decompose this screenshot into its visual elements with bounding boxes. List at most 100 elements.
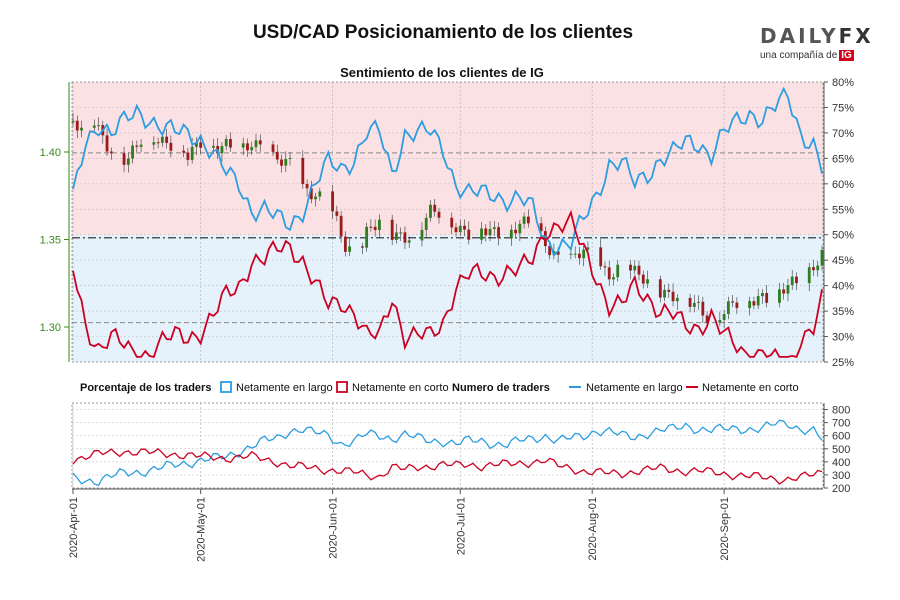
candle-body [75,120,79,131]
candle-body [186,152,190,160]
candle-body [429,204,432,218]
candle-body [646,279,649,284]
candle-body [280,159,283,166]
candle-body [539,223,543,232]
candle-body [407,240,411,243]
candle-body [301,158,305,185]
legend-num-short: Netamente en corto [702,382,799,394]
candle-body [390,219,394,240]
candle-body [761,292,764,297]
candle-body [467,229,471,240]
candle-body [314,196,317,200]
candle-body [637,265,641,275]
ig-badge: IG [839,50,854,61]
price-tick-label: 1.35 [40,235,61,247]
net-short-count-line [72,447,823,485]
candle-body [360,246,364,248]
candle-body [254,140,258,148]
candle-body [224,139,228,147]
pct-tick-label: 60% [832,179,854,191]
candle-body [126,158,130,165]
candle-body [663,289,666,298]
candle-body [331,191,334,212]
candle-body [573,253,577,255]
candle-body [629,264,632,271]
candle-body [373,226,377,231]
candle-body [229,139,232,148]
candle-body [169,142,173,151]
candle-body [752,301,756,306]
pct-tick-label: 70% [832,128,854,140]
candle-body [675,297,679,302]
count-tick-label: 300 [832,470,850,482]
candle-body [250,147,254,151]
candle-body [395,232,398,240]
candle-body [420,229,424,241]
candle-body [212,145,215,148]
candle-body [782,289,786,294]
count-tick-label: 500 [832,444,850,456]
date-axis: 2020-Apr-01 2020-May-01 2020-Jun-01 2020-Ju… [68,488,823,562]
logo-brand-b: FX [838,24,874,48]
pct-tick-label: 65% [832,153,854,165]
candle-body [258,140,262,145]
date-tick-label: 2020-Jul-01 [455,497,467,555]
candle-body [92,125,96,128]
candle-body [633,265,637,271]
candle-body [658,279,662,298]
candle-body [403,232,407,243]
candle-body [735,302,739,309]
date-tick-label: 2020-Apr-01 [68,497,80,558]
candle-body [778,289,781,303]
reference-lines [72,152,823,324]
candle-body [139,144,143,147]
candle-body [599,247,603,267]
candle-body [122,153,126,165]
candle-body [369,226,373,228]
legend-pct-short-swatch [336,381,348,393]
legend-num-long: Netamente en largo [586,382,683,394]
lower-frame [71,402,824,489]
candle-body [97,125,100,127]
count-tick-label: 200 [832,483,850,495]
candle-body [795,276,798,284]
candle-body [607,267,611,280]
chart-title: USD/CAD Posicionamiento de los clientes [252,22,634,43]
candle-body [275,151,279,160]
candle-body [526,216,530,224]
pct-tick-label: 45% [832,255,854,267]
candle-body [284,158,288,166]
candle-body [378,219,381,231]
candle-body [569,253,573,255]
date-tick-label: 2020-Sep-01 [719,497,731,561]
price-tick-label: 1.40 [40,147,61,159]
net-long-pct-line [72,86,823,257]
lower-grid [71,402,824,489]
pct-tick-label: 35% [832,306,854,318]
candle-body [399,232,403,234]
candle-body [458,225,462,233]
count-tick-label: 700 [832,418,850,430]
candle-body [271,144,275,152]
candle-body [71,120,75,123]
pct-tick-label: 50% [832,230,854,242]
candle-body [131,145,134,159]
net-long-count-line [72,419,823,487]
candle-body [548,246,552,256]
upper-frame [71,81,824,363]
candle-body [616,264,620,278]
candle-body [288,158,292,160]
candle-body [160,136,164,143]
candle-body [509,229,513,239]
legend-pct-long: Netamente en largo [236,382,333,394]
candle-body [492,227,496,230]
candle-body [748,301,752,309]
candle-body [816,265,820,271]
candle-body [190,146,194,160]
candle-body [582,249,586,259]
legend-num-title: Numero de traders [452,382,550,394]
candle-body [165,136,169,143]
candle-body [80,127,83,131]
